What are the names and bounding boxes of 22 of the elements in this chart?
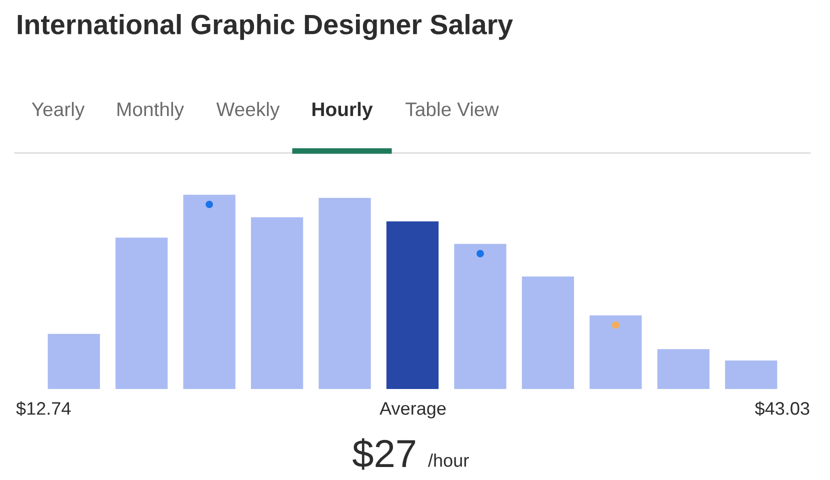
text: Weekly (216, 102, 280, 120)
bar (657, 349, 710, 389)
text: $43.03 (754, 401, 810, 416)
text: Average (380, 402, 446, 418)
bar (725, 360, 778, 389)
bar (454, 244, 506, 389)
bar (48, 334, 100, 389)
text: Yearly (32, 102, 85, 120)
text: Table View (406, 102, 499, 116)
text: Hourly (312, 102, 373, 120)
text: $12.74 (16, 401, 71, 416)
text: /hour (428, 454, 469, 467)
text: $27 (352, 438, 416, 470)
bar (386, 221, 439, 389)
bar (250, 217, 304, 389)
bar (522, 276, 574, 389)
bar (590, 315, 642, 389)
text: Monthly (118, 102, 184, 120)
bar (318, 198, 371, 389)
chart-title: International Graphic Designer Salary (18, 14, 513, 40)
bar (116, 238, 168, 389)
bar (183, 194, 236, 389)
